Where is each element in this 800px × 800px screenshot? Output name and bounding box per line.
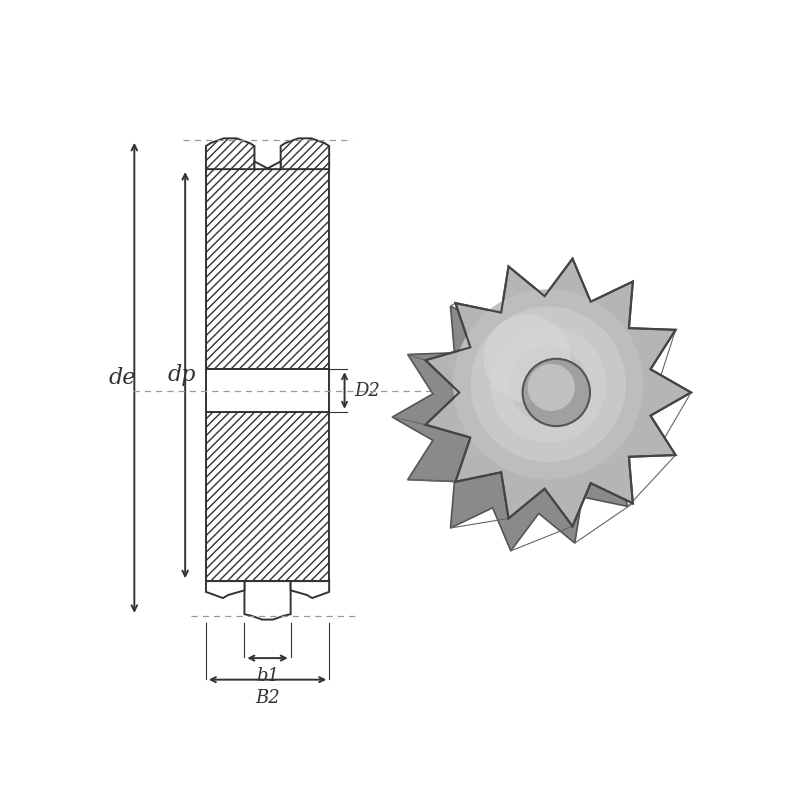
Polygon shape bbox=[206, 412, 329, 581]
Text: B2: B2 bbox=[255, 689, 280, 707]
Polygon shape bbox=[392, 283, 658, 551]
Text: dp: dp bbox=[168, 364, 196, 386]
Polygon shape bbox=[290, 581, 329, 598]
Text: b1: b1 bbox=[256, 667, 279, 686]
Text: D2: D2 bbox=[354, 382, 380, 399]
Circle shape bbox=[494, 383, 561, 450]
Polygon shape bbox=[206, 169, 329, 370]
Circle shape bbox=[522, 358, 590, 426]
Text: de: de bbox=[108, 367, 136, 389]
Polygon shape bbox=[206, 581, 245, 598]
Circle shape bbox=[453, 290, 643, 479]
Polygon shape bbox=[254, 162, 281, 169]
Polygon shape bbox=[206, 370, 329, 412]
Circle shape bbox=[528, 364, 575, 411]
Polygon shape bbox=[245, 581, 290, 619]
Polygon shape bbox=[281, 138, 329, 169]
Polygon shape bbox=[426, 258, 691, 526]
Circle shape bbox=[490, 326, 606, 442]
Circle shape bbox=[470, 306, 626, 462]
Circle shape bbox=[483, 315, 571, 402]
Circle shape bbox=[510, 346, 587, 423]
Polygon shape bbox=[206, 138, 254, 169]
